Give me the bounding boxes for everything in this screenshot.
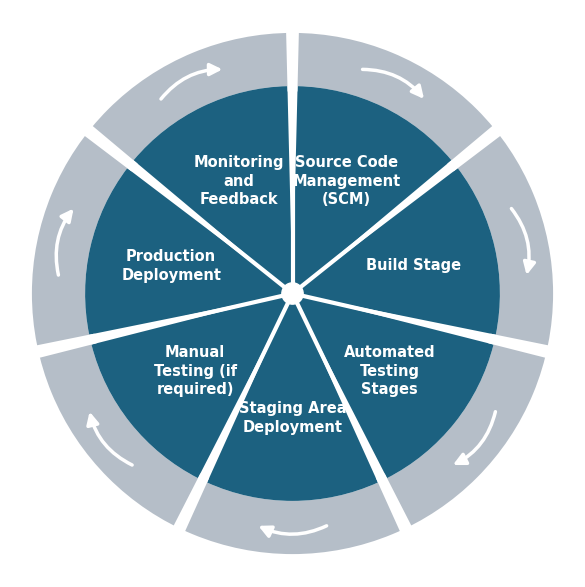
Wedge shape xyxy=(376,473,414,536)
Text: Staging Area
Deployment: Staging Area Deployment xyxy=(239,401,346,435)
Wedge shape xyxy=(32,333,97,359)
Wedge shape xyxy=(91,294,292,478)
Text: Manual
Testing (if
required): Manual Testing (if required) xyxy=(154,345,237,397)
Circle shape xyxy=(282,283,303,304)
Text: Automated
Testing
Stages: Automated Testing Stages xyxy=(344,345,436,397)
Wedge shape xyxy=(292,86,452,294)
Wedge shape xyxy=(133,86,292,294)
Text: Build Stage: Build Stage xyxy=(366,258,462,274)
Wedge shape xyxy=(207,294,378,501)
Text: Production
Deployment: Production Deployment xyxy=(121,249,221,282)
Wedge shape xyxy=(292,168,500,335)
Wedge shape xyxy=(488,333,553,359)
Wedge shape xyxy=(81,123,137,171)
Wedge shape xyxy=(286,28,299,92)
Wedge shape xyxy=(448,123,504,171)
Text: Monitoring
and
Feedback: Monitoring and Feedback xyxy=(193,156,284,207)
Wedge shape xyxy=(292,294,494,478)
Wedge shape xyxy=(32,33,553,554)
Wedge shape xyxy=(171,473,209,536)
Text: Source Code
Management
(SCM): Source Code Management (SCM) xyxy=(292,156,401,207)
Wedge shape xyxy=(85,168,292,335)
